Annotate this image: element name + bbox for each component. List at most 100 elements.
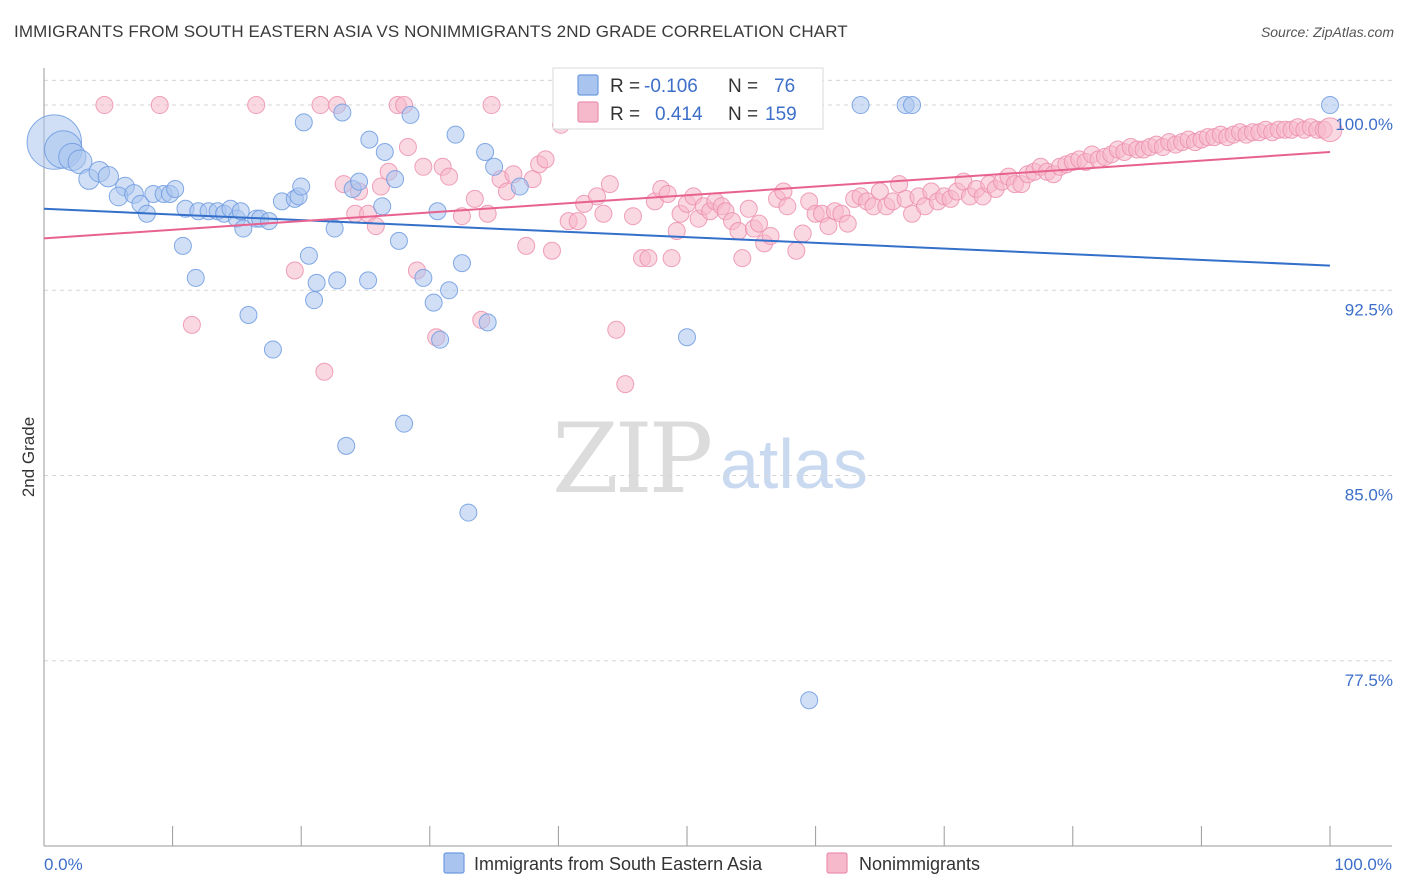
point-immigrants: [386, 170, 405, 189]
point-immigrants: [360, 130, 379, 149]
stats-box: R = -0.106 N = 76 R = 0.414 N = 159: [552, 67, 824, 130]
point-nonimmigrants: [733, 249, 752, 268]
legend-label-series1: Immigrants from South Eastern Asia: [474, 854, 763, 874]
y-tick-label: 100.0%: [1335, 115, 1393, 134]
point-nonimmigrants: [452, 207, 471, 226]
point-immigrants: [414, 268, 433, 287]
y-tick-labels: 77.5% 85.0% 92.5% 100.0%: [1335, 115, 1393, 690]
watermark-atlas: atlas: [720, 425, 868, 503]
y-tick-label: 92.5%: [1345, 300, 1393, 319]
point-immigrants: [359, 271, 378, 290]
y-axis-label: 2nd Grade: [19, 417, 38, 497]
point-immigrants: [800, 691, 819, 710]
point-immigrants: [166, 180, 185, 199]
point-nonimmigrants: [95, 96, 114, 115]
point-nonimmigrants: [667, 222, 686, 241]
point-nonimmigrants: [750, 214, 769, 233]
point-immigrants: [305, 291, 324, 310]
point-nonimmigrants: [774, 182, 793, 201]
point-immigrants: [263, 340, 282, 359]
point-nonimmigrants: [793, 224, 812, 243]
point-nonimmigrants: [729, 222, 748, 241]
point-immigrants: [292, 177, 311, 196]
point-nonimmigrants: [366, 217, 385, 236]
point-immigrants: [260, 212, 279, 231]
point-immigrants: [395, 414, 414, 433]
point-immigrants: [350, 172, 369, 191]
trend-line-nonimmigrants: [43, 150, 1331, 240]
point-immigrants: [389, 231, 408, 250]
point-nonimmigrants: [1317, 117, 1343, 143]
point-immigrants: [851, 96, 870, 115]
stats-swatch-series2: [577, 101, 599, 123]
point-nonimmigrants: [542, 241, 561, 260]
point-nonimmigrants: [285, 261, 304, 280]
point-immigrants: [373, 197, 392, 216]
point-immigrants: [375, 142, 394, 161]
point-nonimmigrants: [778, 197, 797, 216]
legend: Immigrants from South Eastern Asia Nonim…: [443, 852, 980, 874]
point-nonimmigrants: [398, 138, 417, 157]
stats-n-label-series2: N =: [728, 104, 758, 125]
point-nonimmigrants: [150, 96, 169, 115]
source-label: Source: ZipAtlas.com: [1260, 24, 1394, 40]
legend-label-series2: Nonimmigrants: [859, 854, 980, 874]
stats-r-value-series1: -0.106: [644, 76, 698, 97]
x-tick-label-max: 100.0%: [1334, 855, 1392, 874]
point-nonimmigrants: [658, 184, 677, 203]
point-immigrants: [325, 219, 344, 238]
x-tick-label-min: 0.0%: [44, 855, 83, 874]
point-immigrants: [333, 103, 352, 122]
stats-n-label-series1: N =: [728, 76, 758, 97]
chart-title: IMMIGRANTS FROM SOUTH EASTERN ASIA VS NO…: [14, 22, 848, 41]
points: [26, 96, 1343, 710]
point-immigrants: [173, 236, 192, 255]
point-nonimmigrants: [739, 199, 758, 218]
point-nonimmigrants: [819, 217, 838, 236]
point-immigrants: [903, 96, 922, 115]
point-immigrants: [186, 268, 205, 287]
point-immigrants: [476, 142, 495, 161]
point-nonimmigrants: [607, 320, 626, 339]
point-nonimmigrants: [440, 167, 459, 186]
point-nonimmigrants: [662, 249, 681, 268]
point-nonimmigrants: [838, 214, 857, 233]
point-immigrants: [678, 328, 696, 347]
point-nonimmigrants: [616, 375, 635, 394]
stats-r-label-series2: R =: [610, 104, 640, 125]
stats-swatch-series1: [577, 74, 599, 96]
x-axis-ticks: [43, 826, 1331, 846]
stats-r-value-series2: 0.414: [655, 104, 703, 125]
point-immigrants: [294, 113, 313, 132]
point-immigrants: [446, 125, 465, 144]
point-immigrants: [299, 246, 318, 265]
point-nonimmigrants: [247, 96, 266, 115]
stats-n-value-series2: 159: [765, 104, 797, 125]
point-immigrants: [307, 273, 326, 292]
point-nonimmigrants: [482, 96, 501, 115]
point-nonimmigrants: [639, 249, 658, 268]
point-nonimmigrants: [594, 204, 613, 223]
point-immigrants: [97, 165, 120, 188]
point-nonimmigrants: [517, 236, 536, 255]
point-nonimmigrants: [465, 189, 484, 208]
point-nonimmigrants: [787, 241, 806, 260]
point-nonimmigrants: [182, 315, 201, 334]
point-immigrants: [459, 503, 478, 522]
point-immigrants: [431, 330, 450, 349]
stats-n-value-series1: 76: [774, 76, 795, 97]
point-immigrants: [239, 305, 258, 324]
stats-r-label-series1: R =: [610, 76, 640, 97]
point-nonimmigrants: [414, 157, 433, 176]
point-nonimmigrants: [568, 212, 587, 231]
point-nonimmigrants: [371, 177, 390, 196]
y-tick-label: 85.0%: [1345, 486, 1393, 505]
point-nonimmigrants: [623, 207, 642, 226]
grid-lines: [44, 79, 1392, 662]
watermark-zip: ZIP: [552, 403, 711, 515]
point-nonimmigrants: [311, 96, 330, 115]
y-tick-label: 77.5%: [1345, 671, 1393, 690]
point-immigrants: [440, 281, 459, 300]
point-nonimmigrants: [315, 362, 334, 381]
